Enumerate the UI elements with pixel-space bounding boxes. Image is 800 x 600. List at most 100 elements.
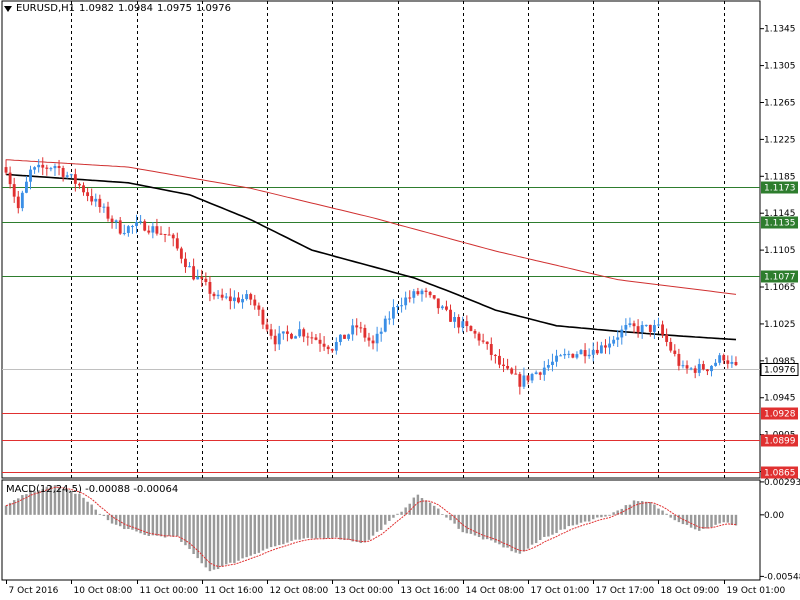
candle-bull [710,365,713,372]
y-tick-label: 1.0945 [764,394,796,404]
macd-histogram-bar [322,514,326,539]
close-value: 1.0976 [196,3,232,14]
candle-bull [139,221,143,223]
candle-bear [726,360,730,364]
macd-main-value: -0.00088 [85,484,131,495]
candle-bear [330,349,334,351]
candle-bull [347,334,350,339]
macd-signal-value: -0.00064 [133,484,179,495]
candle-bear [82,185,85,193]
candle-bear [171,234,175,239]
candle-bear [302,329,306,337]
candle-bull [563,354,567,356]
candle-bear [45,167,49,169]
candle-bear [595,349,599,354]
candle-bear [363,327,367,338]
candle-bear [604,345,607,348]
candle-bear [208,281,212,294]
macd-histogram-bar [469,514,473,534]
macd-histogram-bar [176,514,179,537]
macd-histogram-bar [596,514,599,518]
macd-histogram-bar [583,514,587,522]
candle-bull [697,364,701,373]
macd-y-tick-label: 0.00293 [764,478,800,488]
macd-histogram-bar [355,514,358,543]
candle-bull [37,164,41,168]
macd-histogram-bar [37,490,40,515]
macd-histogram-bar [21,495,24,515]
macd-histogram-bar [702,514,705,529]
candle-bull [33,167,37,170]
macd-histogram-bar [86,501,89,515]
candle-bull [334,341,338,351]
symbol-label: EURUSD,H1 [16,3,76,14]
candle-bear [306,336,310,338]
candle-bear [61,167,65,177]
macd-histogram-bar [371,514,375,536]
macd-histogram-bar [416,494,420,515]
macd-histogram-bar [65,490,69,515]
candle-bear [485,341,489,345]
macd-histogram-bar [94,509,97,515]
dropdown-triangle-icon[interactable] [4,5,12,12]
macd-histogram-bar [98,513,102,515]
x-tick-label: 13 Oct 16:00 [401,586,460,596]
macd-histogram-bar [473,514,477,536]
macd-histogram-bar [706,514,709,529]
macd-histogram-bar [225,514,228,565]
macd-histogram-bar [551,514,554,535]
candle-bull [277,333,281,345]
candle-bear [506,365,510,369]
y-tick-label: 1.1265 [764,98,796,108]
candle-bull [555,355,558,362]
candle-bear [701,364,705,370]
candle-bull [575,354,579,358]
macd-histogram-bar [118,514,122,527]
candle-bear [493,354,497,356]
candle-bear [261,309,265,325]
macd-histogram-bar [151,514,155,536]
candle-bull [530,374,534,381]
candle-bear [367,337,371,341]
macd-histogram-bar [302,514,305,539]
x-tick-label: 7 Oct 2016 [9,586,59,596]
candle-bear [57,166,61,168]
macd-histogram-bar [155,514,159,536]
level-label: 1.0899 [764,437,796,447]
y-tick-label: 1.1145 [764,209,796,219]
x-tick-label: 11 Oct 16:00 [205,586,264,596]
macd-histogram-bar [547,514,550,537]
macd-histogram-bar [249,514,252,556]
y-tick-label: 1.1305 [764,62,796,72]
x-tick-label: 19 Oct 01:00 [727,586,786,596]
candle-bear [469,326,473,331]
candle-bear [314,337,318,340]
candle-bull [440,306,444,309]
candle-bear [41,164,45,168]
candle-bear [322,343,326,347]
candle-bull [640,325,644,333]
time-axis: 7 Oct 2016 10 Oct 08:00 11 Oct 00:00 11 Oct… [6,580,786,596]
macd-histogram-bar [579,514,583,523]
macd-histogram-bar [461,514,464,533]
macd-histogram-bar [543,514,546,537]
candle-bear [8,172,12,185]
candle-bull [453,317,457,322]
macd-histogram-bar [530,514,534,545]
candle-bear [636,326,640,333]
candle-bear [685,365,689,369]
macd-histogram-bar [510,514,513,552]
macd-histogram-bar [306,514,310,538]
main-panel [1,0,761,479]
level-label-box [761,270,798,283]
candle-bull [102,206,106,208]
macd-histogram-bar [490,514,493,541]
candle-bear [212,293,216,297]
candle-bull [730,362,734,364]
y-tick-label: 1.1065 [764,283,796,293]
candle-bear [228,296,232,302]
macd-histogram-bar [172,514,175,537]
candle-bear [265,324,269,330]
candle-bear [204,278,208,282]
macd-histogram-bar [310,514,314,539]
